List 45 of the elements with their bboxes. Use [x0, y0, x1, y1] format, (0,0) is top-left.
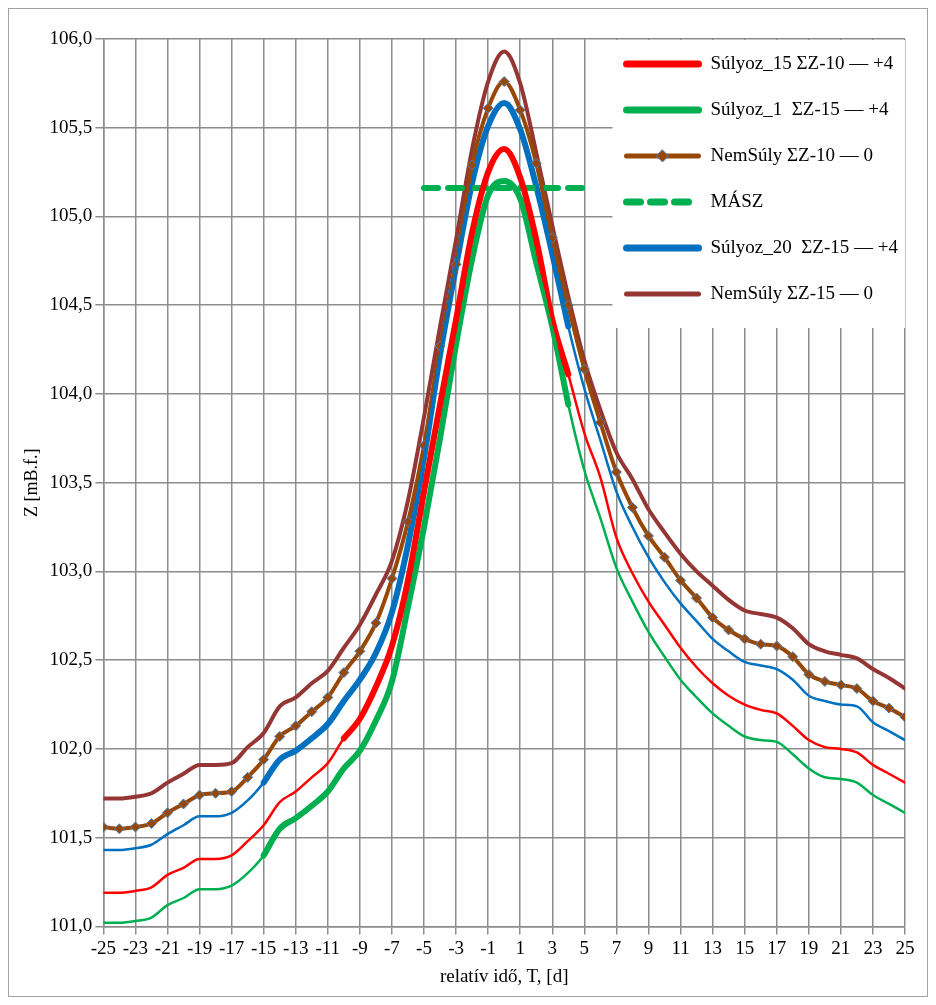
y-tick-label: 102,0 [49, 736, 93, 758]
x-tick-label: 21 [831, 936, 851, 958]
x-tick-label: 7 [611, 936, 622, 958]
x-tick-label: 9 [643, 936, 654, 958]
y-axis-title: Z [mB.f.] [20, 448, 41, 517]
x-tick-label: 19 [799, 936, 819, 958]
x-axis-title: relatív idő, T, [d] [439, 964, 569, 986]
x-tick-label: 11 [671, 936, 690, 958]
x-tick-label: -5 [416, 936, 432, 958]
y-tick-label: 105,0 [49, 204, 93, 226]
legend-label: Súlyoz_15 ΣZ-10 — +4 [710, 51, 894, 73]
x-tick-label: -23 [122, 936, 149, 958]
x-tick-label: -11 [315, 936, 341, 958]
legend-label: MÁSZ [710, 189, 764, 211]
x-tick-label: -13 [283, 936, 309, 958]
x-tick-label: 3 [547, 936, 558, 958]
y-tick-label: 106,0 [49, 26, 93, 48]
x-tick-label: -21 [154, 936, 181, 958]
x-tick-label: 23 [863, 936, 883, 958]
x-tick-label: -3 [448, 936, 464, 958]
x-tick-label: -15 [251, 936, 277, 958]
x-tick-label: -17 [218, 936, 245, 958]
x-tick-label: 25 [895, 936, 915, 958]
x-tick-label: 13 [703, 936, 723, 958]
x-tick-label: 5 [579, 936, 590, 958]
legend-label: NemSúly ΣZ-15 — 0 [710, 281, 874, 303]
x-tick-label: -7 [384, 936, 400, 958]
x-tick-label: 15 [735, 936, 755, 958]
x-tick-label: 17 [767, 936, 787, 958]
y-tick-label: 101,0 [49, 914, 93, 936]
legend-label: Súlyoz_20 ΣZ-15 — +4 [710, 235, 899, 257]
y-tick-label: 105,5 [49, 115, 93, 137]
x-tick-label: -1 [480, 936, 497, 958]
y-tick-label: 101,5 [49, 825, 93, 847]
legend-label: NemSúly ΣZ-10 — 0 [710, 143, 874, 165]
y-tick-label: 104,5 [49, 293, 93, 315]
x-tick-label: -9 [351, 936, 368, 958]
y-tick-label: 103,5 [49, 470, 93, 492]
y-tick-label: 103,0 [49, 559, 93, 581]
x-tick-label: -19 [186, 936, 213, 958]
legend-label: Súlyoz_1 ΣZ-15 — +4 [710, 97, 889, 119]
y-tick-label: 102,5 [49, 648, 93, 670]
x-tick-label: -25 [90, 936, 117, 958]
x-tick-label: 1 [515, 936, 525, 958]
y-tick-label: 104,0 [49, 381, 93, 403]
